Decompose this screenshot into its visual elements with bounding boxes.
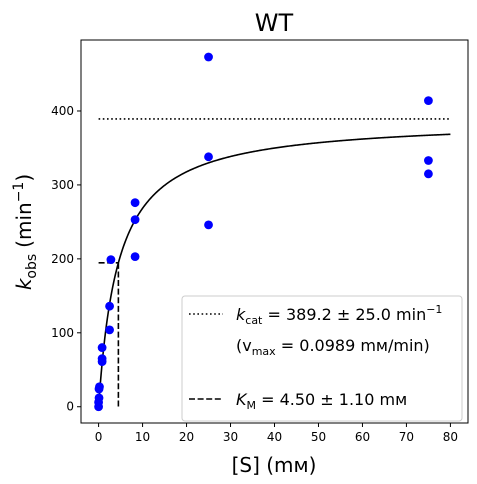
legend-km-label: KM = 4.50 ± 1.10 mм xyxy=(236,390,407,412)
x-tick-label: 70 xyxy=(399,430,414,444)
data-point xyxy=(105,301,114,311)
legend-kcat-value: = 389.2 ± 25.0 min xyxy=(262,305,426,324)
data-point xyxy=(204,152,213,162)
y-axis-label-k: k xyxy=(12,277,36,290)
y-tick-label: 100 xyxy=(51,326,74,340)
x-tick-label: 40 xyxy=(267,430,282,444)
data-point xyxy=(130,215,140,225)
chart-title: WT xyxy=(255,9,294,37)
data-point xyxy=(424,96,433,106)
y-axis-label: kobs (min−1) xyxy=(11,174,40,290)
x-axis-label: [S] (mм) xyxy=(232,453,317,477)
legend-kcat-label: kcat = 389.2 ± 25.0 min−1 xyxy=(236,303,442,327)
data-point xyxy=(95,382,104,392)
legend-kcat-sup: −1 xyxy=(426,303,442,316)
legend-vmax-value: = 0.0989 mм/min) xyxy=(276,336,430,355)
data-point xyxy=(106,255,116,264)
data-point xyxy=(105,325,114,335)
data-point xyxy=(204,52,213,62)
legend-vmax-sub: max xyxy=(252,345,276,358)
data-point xyxy=(204,220,213,230)
legend-box xyxy=(181,295,463,422)
data-point xyxy=(130,198,140,208)
x-tick-label: 80 xyxy=(443,430,458,444)
legend-kcat-k: k xyxy=(236,305,246,324)
data-point xyxy=(424,169,433,179)
data-point xyxy=(97,354,107,364)
data-point xyxy=(424,156,433,165)
x-tick-label: 50 xyxy=(311,430,326,444)
legend-vmax-label: (vmax = 0.0989 mм/min) xyxy=(236,336,430,358)
legend-km-sub: M xyxy=(247,399,257,412)
data-point xyxy=(97,343,107,352)
legend-kcat-sub: cat xyxy=(245,314,263,327)
y-tick-label: 300 xyxy=(51,178,74,192)
plot-area: 0 10 20 30 40 50 60 70 80 0 100 200 300 400 xyxy=(51,39,469,444)
legend-km-value: = 4.50 ± 1.10 mм xyxy=(256,390,407,409)
y-axis-label-unit-close: ) xyxy=(12,174,36,182)
x-tick-label: 20 xyxy=(179,430,194,444)
fit-curve xyxy=(97,133,451,407)
x-tick-label: 10 xyxy=(135,430,150,444)
legend-km-k: K xyxy=(236,390,248,409)
plot-frame xyxy=(80,39,469,424)
legend: kcat = 389.2 ± 25.0 min−1 (vmax = 0.0989… xyxy=(181,295,463,422)
data-point xyxy=(130,252,140,262)
y-tick-label: 0 xyxy=(66,400,74,414)
y-axis-label-sub: obs xyxy=(24,254,40,279)
y-tick-label: 400 xyxy=(51,104,74,118)
y-axis-label-unit-sup: −1 xyxy=(11,182,27,203)
x-tick-label: 0 xyxy=(95,430,103,444)
x-tick-label: 30 xyxy=(223,430,238,444)
y-axis-label-unit: (min xyxy=(12,202,36,248)
y-tick-label: 200 xyxy=(51,252,74,266)
legend-vmax-open: (v xyxy=(236,336,252,355)
data-point xyxy=(94,393,104,403)
x-tick-label: 60 xyxy=(355,430,370,444)
